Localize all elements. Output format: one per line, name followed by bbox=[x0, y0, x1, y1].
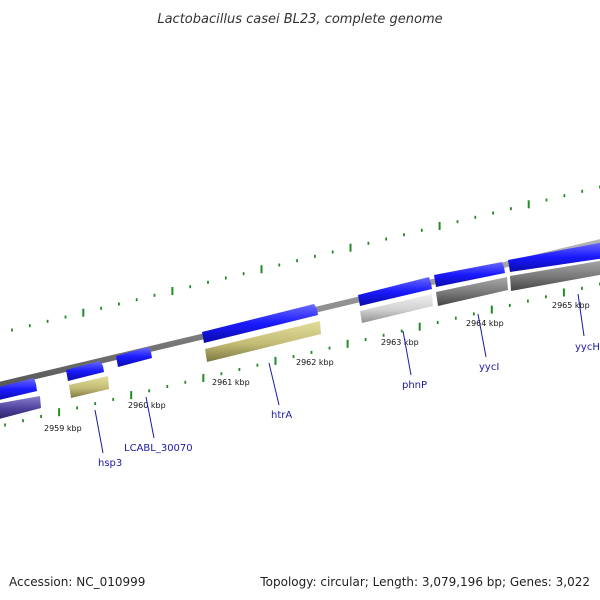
gene-arrow-yych[interactable] bbox=[508, 242, 600, 272]
accession-text: Accession: NC_010999 bbox=[9, 575, 145, 589]
scale-label: 2964 kbp bbox=[466, 319, 504, 328]
gene-arrow-yyci[interactable] bbox=[434, 262, 505, 287]
scale-label: 2959 kbp bbox=[44, 424, 82, 433]
gene-label-lcabl-30070[interactable]: LCABL_30070 bbox=[124, 443, 193, 454]
gene-arrow-hsp3[interactable] bbox=[66, 361, 104, 381]
scale-label: 2965 kbp bbox=[552, 301, 590, 310]
gene-arrow-lcabl-30070[interactable] bbox=[116, 347, 152, 367]
cog-bar-partial[interactable] bbox=[0, 396, 41, 420]
scale-label: 2963 kbp bbox=[381, 338, 419, 347]
scale-label: 2960 kbp bbox=[128, 401, 166, 410]
gene-arrow-phnp[interactable] bbox=[358, 277, 432, 306]
gene-label-yyci[interactable]: yycI bbox=[479, 362, 499, 373]
gene-arrow-partial[interactable] bbox=[0, 378, 37, 401]
scale-label: 2961 kbp bbox=[212, 378, 250, 387]
gene-label-phnp[interactable]: phnP bbox=[402, 380, 427, 391]
scale-label: 2962 kbp bbox=[296, 358, 334, 367]
cog-bar-phnp[interactable] bbox=[360, 294, 433, 323]
forward-strand-track bbox=[0, 242, 600, 401]
genome-summary-text: Topology: circular; Length: 3,079,196 bp… bbox=[259, 575, 590, 589]
gene-arrow-htra[interactable] bbox=[202, 304, 318, 343]
scale-labels: 2959 kbp 2960 kbp 2961 kbp 2962 kbp 2963… bbox=[44, 301, 590, 433]
cog-track bbox=[0, 260, 600, 420]
gene-label-leaders bbox=[94, 293, 585, 454]
cog-bar-hsp3[interactable] bbox=[69, 376, 109, 398]
map-title: Lactobacillus casei BL23, complete genom… bbox=[157, 12, 442, 27]
gene-label-hsp3[interactable]: hsp3 bbox=[98, 458, 122, 469]
cog-bar-htra[interactable] bbox=[205, 321, 321, 362]
gene-labels: hsp3 LCABL_30070 htrA phnP yycI yycH bbox=[98, 342, 600, 469]
gene-label-htra[interactable]: htrA bbox=[271, 410, 292, 421]
gene-label-yych[interactable]: yycH bbox=[575, 342, 600, 353]
cog-bar-yyci[interactable] bbox=[436, 277, 508, 306]
scale-ticks bbox=[4, 185, 600, 427]
cog-bar-yych[interactable] bbox=[510, 260, 600, 291]
